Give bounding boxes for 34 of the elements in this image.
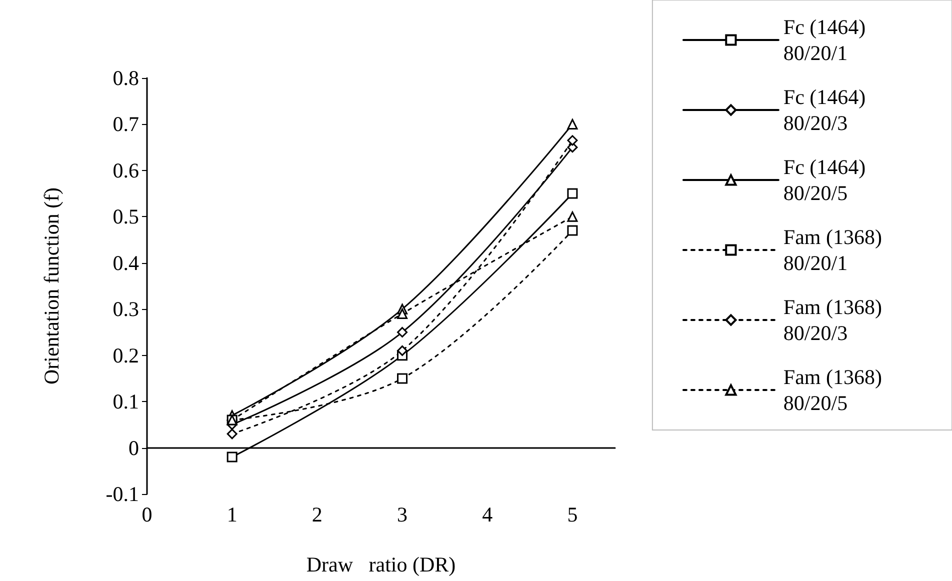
x-tick-label: 2 [312,502,322,526]
y-tick-label: 0.1 [112,390,139,414]
point [567,135,578,146]
point [397,326,408,338]
y-tick-label: 0.7 [112,112,139,136]
y-tick-label: 0.2 [112,343,139,368]
point [567,225,578,236]
legend-label: Fc (1464) 80/20/5 [783,155,866,205]
y-tick-label: 0.5 [112,204,139,229]
y-tick-label: 0.6 [112,158,139,182]
legend-label: Fam (1368) 80/20/5 [783,365,882,415]
point [397,345,408,356]
legend-label: Fc (1464) 80/20/1 [783,15,866,65]
legend-label: Fc (1464) 80/20/3 [783,85,866,135]
y-tick-label: 0.4 [112,250,140,275]
point [226,452,238,462]
point [567,211,578,222]
x-tick-label: 4 [482,502,494,526]
y-tick-label: 0 [128,436,139,460]
point [567,118,578,130]
point [226,428,238,440]
y-tick-label: 0.3 [112,297,139,322]
point [397,373,408,384]
x-tick-label: 1 [226,502,238,526]
point [397,308,408,319]
x-tick-label: 3 [397,502,408,526]
x-tick-label: 5 [567,502,578,526]
y-axis-title: Orientation function (f) [40,187,64,385]
legend-label: Fam (1368) 80/20/1 [783,225,882,275]
x-axis-title: Draw ratio (DR) [306,552,456,576]
y-tick-label: 0.8 [112,66,139,90]
point [567,188,578,199]
y-tick-label: -0.1 [106,482,139,506]
legend-label: Fam (1368) 80/20/3 [783,295,882,345]
